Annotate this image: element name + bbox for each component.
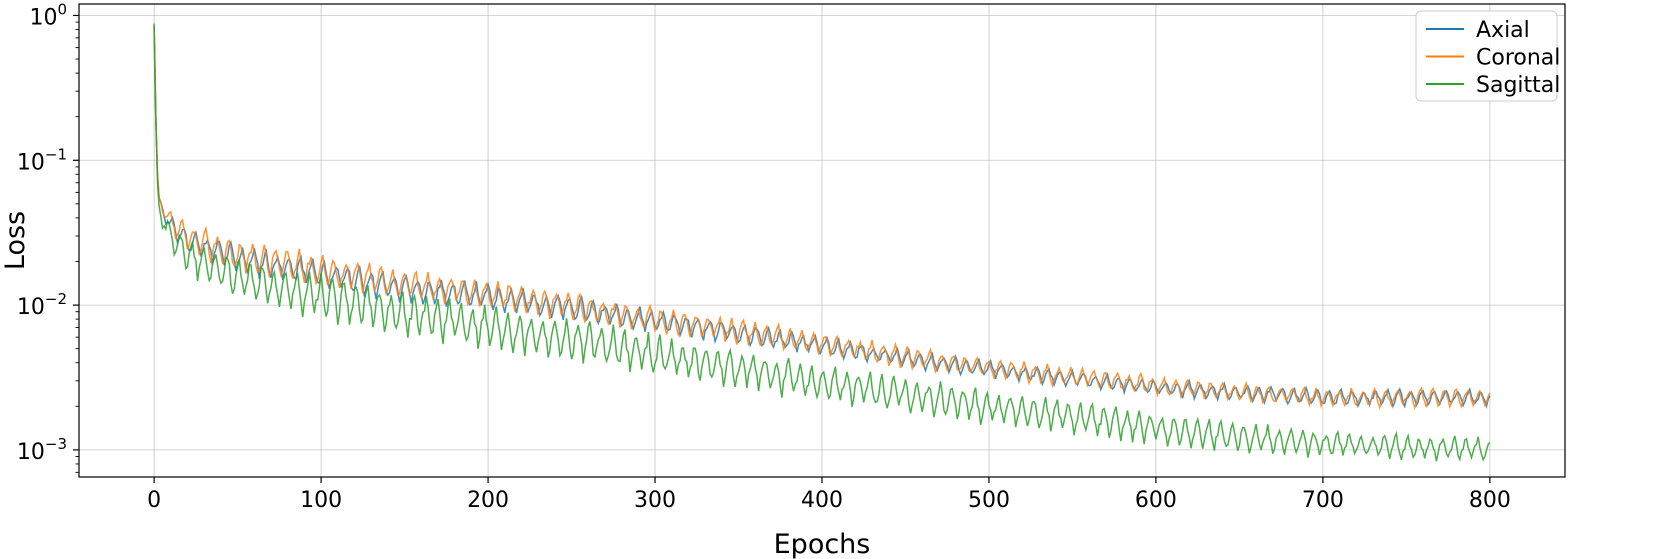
- y-tick-label: 10−2: [17, 290, 67, 320]
- x-tick-label: 100: [300, 488, 342, 513]
- y-tick-label: 10−1: [17, 145, 67, 175]
- x-tick-label: 600: [1135, 488, 1177, 513]
- legend-label: Sagittal: [1476, 73, 1560, 98]
- y-axis-label: Loss: [0, 211, 31, 270]
- x-tick-label: 0: [147, 488, 161, 513]
- legend-box: [1415, 10, 1558, 102]
- y-tick-label: 10−3: [17, 435, 67, 465]
- grid-lines: [79, 4, 1565, 477]
- series-line-axial: [153, 25, 1491, 409]
- series-line-coronal: [153, 25, 1491, 410]
- x-axis-label: Epochs: [774, 529, 871, 559]
- y-tick-label: 100: [29, 0, 67, 30]
- x-tick-label: 400: [801, 488, 843, 513]
- x-tick-label: 200: [467, 488, 509, 513]
- legend-label: Axial: [1476, 18, 1530, 43]
- series-line-sagittal: [153, 23, 1491, 462]
- x-tick-label: 500: [968, 488, 1010, 513]
- x-tick-label: 800: [1469, 488, 1511, 513]
- x-tick-label: 300: [634, 488, 676, 513]
- series-lines: [153, 23, 1491, 462]
- axis-ticks: 0 100 200 300 400 500 600 700 800 10−3 10−2 10−1 100: [17, 0, 1511, 513]
- legend-label: Coronal: [1476, 46, 1560, 71]
- x-tick-label: 700: [1302, 488, 1344, 513]
